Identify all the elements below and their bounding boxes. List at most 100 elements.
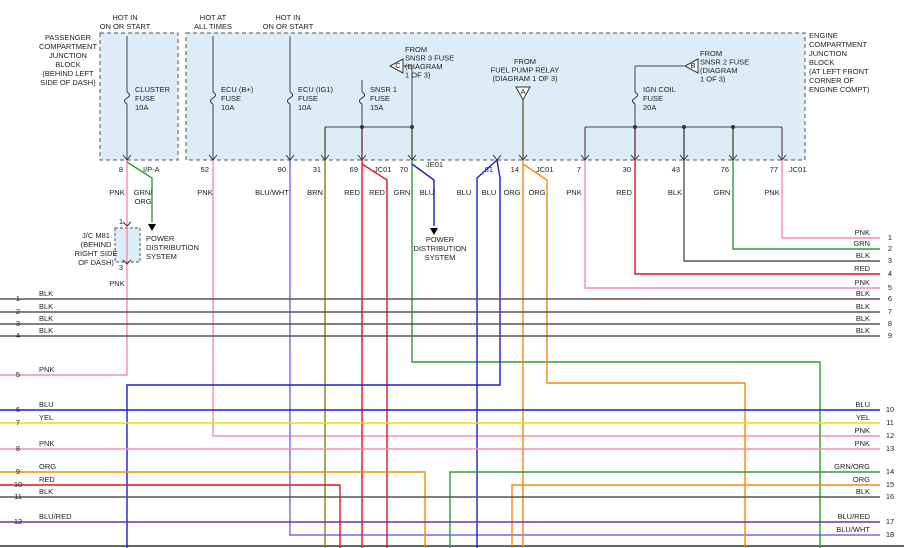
wire-color: PNK bbox=[109, 279, 124, 288]
source-label: SNSR 2 FUSE bbox=[700, 57, 749, 66]
connector-id: JC01 bbox=[536, 165, 554, 174]
arrow bbox=[148, 224, 156, 231]
pin-number: 76 bbox=[721, 165, 729, 174]
wire-color: PNK bbox=[109, 188, 124, 197]
wire-color: BLU bbox=[420, 188, 435, 197]
pin-number: 69 bbox=[350, 165, 358, 174]
wire-color: BLK bbox=[856, 326, 870, 335]
wire-color: BLK bbox=[668, 188, 682, 197]
junction-pin: 3 bbox=[119, 263, 123, 272]
pin-number: 16 bbox=[886, 492, 894, 501]
wire bbox=[126, 161, 153, 222]
fuse bbox=[632, 91, 638, 105]
fuse-label: 15A bbox=[370, 103, 383, 112]
supply-label: HOT IN bbox=[275, 13, 300, 22]
pin-number: 43 bbox=[672, 165, 680, 174]
source-label: FROM bbox=[700, 49, 722, 58]
wire bbox=[212, 160, 880, 437]
connector-letter: C bbox=[395, 61, 401, 70]
wire-color: PNK bbox=[566, 188, 581, 197]
block-label: COMPARTMENT bbox=[809, 40, 867, 49]
pin-number: 14 bbox=[511, 165, 519, 174]
block-label: JUNCTION bbox=[809, 49, 847, 58]
wire-color: PNK bbox=[855, 278, 870, 287]
fuse-label: FUSE bbox=[298, 94, 318, 103]
pin-number: 10 bbox=[886, 405, 894, 414]
pin-number: 7 bbox=[577, 165, 581, 174]
destination-label: SYSTEM bbox=[146, 252, 177, 261]
pin-number: 17 bbox=[886, 517, 894, 526]
pin bbox=[630, 154, 640, 161]
wire-color: GRN/ORG bbox=[834, 462, 870, 471]
wire-color: BLK bbox=[39, 326, 53, 335]
destination-label: DISTRIBUTION bbox=[414, 244, 467, 253]
block-label: ENGINE COMPT) bbox=[809, 85, 870, 94]
wire bbox=[126, 159, 501, 548]
wire bbox=[781, 127, 880, 239]
pin-number: 14 bbox=[886, 467, 894, 476]
fuse-label: FUSE bbox=[643, 94, 663, 103]
wire-color: BLU bbox=[39, 400, 54, 409]
wire-color: BLU/WHT bbox=[255, 188, 289, 197]
fuse-label: 10A bbox=[221, 103, 234, 112]
fuse bbox=[287, 91, 293, 105]
wire-color: ORG bbox=[528, 188, 545, 197]
wire bbox=[361, 163, 388, 548]
block-label: COMPARTMENT bbox=[39, 42, 97, 51]
pin bbox=[728, 154, 738, 161]
wire-color: ORG bbox=[503, 188, 520, 197]
pin bbox=[122, 259, 132, 265]
fuse-label: FUSE bbox=[221, 94, 241, 103]
wire-color: BLK bbox=[856, 251, 870, 260]
pin-number: 9 bbox=[888, 331, 892, 340]
wire-color: BLK bbox=[856, 487, 870, 496]
fuse-label: CLUSTER bbox=[135, 85, 171, 94]
wire-color: RED bbox=[854, 264, 870, 273]
pin-number: 6 bbox=[16, 405, 20, 414]
wire-color: BLK bbox=[39, 314, 53, 323]
pin bbox=[122, 154, 132, 161]
source-label: FROM bbox=[514, 57, 536, 66]
wire bbox=[449, 471, 880, 548]
fuse-label: FUSE bbox=[370, 94, 390, 103]
pin-number: 4 bbox=[888, 269, 892, 278]
pin-number: 1 bbox=[16, 294, 20, 303]
pin-number: 12 bbox=[886, 431, 894, 440]
wire-color: BLK bbox=[39, 289, 53, 298]
connector-id: JE01 bbox=[426, 160, 443, 169]
wire bbox=[732, 127, 880, 250]
destination-label: SYSTEM bbox=[425, 253, 456, 262]
source-label: 1 OF 3) bbox=[700, 74, 726, 83]
pin bbox=[580, 154, 590, 161]
wire-color: BLK bbox=[39, 487, 53, 496]
pin-number: 1 bbox=[888, 233, 892, 242]
wire-color: BLK bbox=[856, 302, 870, 311]
pin-number: 8 bbox=[119, 165, 123, 174]
wire-color: RED bbox=[39, 475, 55, 484]
wire bbox=[289, 160, 880, 536]
wire bbox=[634, 127, 880, 275]
pin bbox=[518, 154, 528, 161]
source-label: (DIAGRAM bbox=[700, 66, 738, 75]
block-label: BLOCK bbox=[55, 60, 80, 69]
pin-number: 9 bbox=[16, 467, 20, 476]
wire bbox=[411, 127, 821, 548]
junction-label: J/C M81 bbox=[82, 231, 110, 240]
pin bbox=[122, 221, 132, 227]
wire-color: BLU/WHT bbox=[836, 525, 870, 534]
wire-color: BRN bbox=[307, 188, 323, 197]
connector-letter: B bbox=[690, 61, 695, 70]
pin-number: 52 bbox=[201, 165, 209, 174]
source-label: (DIAGRAM 1 OF 3) bbox=[492, 74, 558, 83]
pin-number: 3 bbox=[16, 319, 20, 328]
wire-color: YEL bbox=[39, 413, 53, 422]
block-label: JUNCTION bbox=[49, 51, 87, 60]
destination-label: POWER bbox=[146, 234, 175, 243]
pin-number: 77 bbox=[770, 165, 778, 174]
pin-number: 6 bbox=[888, 294, 892, 303]
wire-color: PNK bbox=[39, 439, 54, 448]
pin-number: 8 bbox=[16, 444, 20, 453]
wire-color: PNK bbox=[39, 365, 54, 374]
source-label: FROM bbox=[405, 45, 427, 54]
wire bbox=[522, 163, 746, 548]
